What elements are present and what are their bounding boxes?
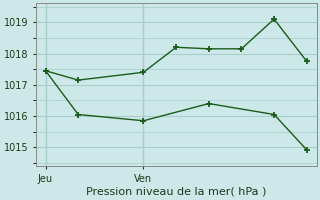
X-axis label: Pression niveau de la mer( hPa ): Pression niveau de la mer( hPa ) bbox=[86, 187, 266, 197]
